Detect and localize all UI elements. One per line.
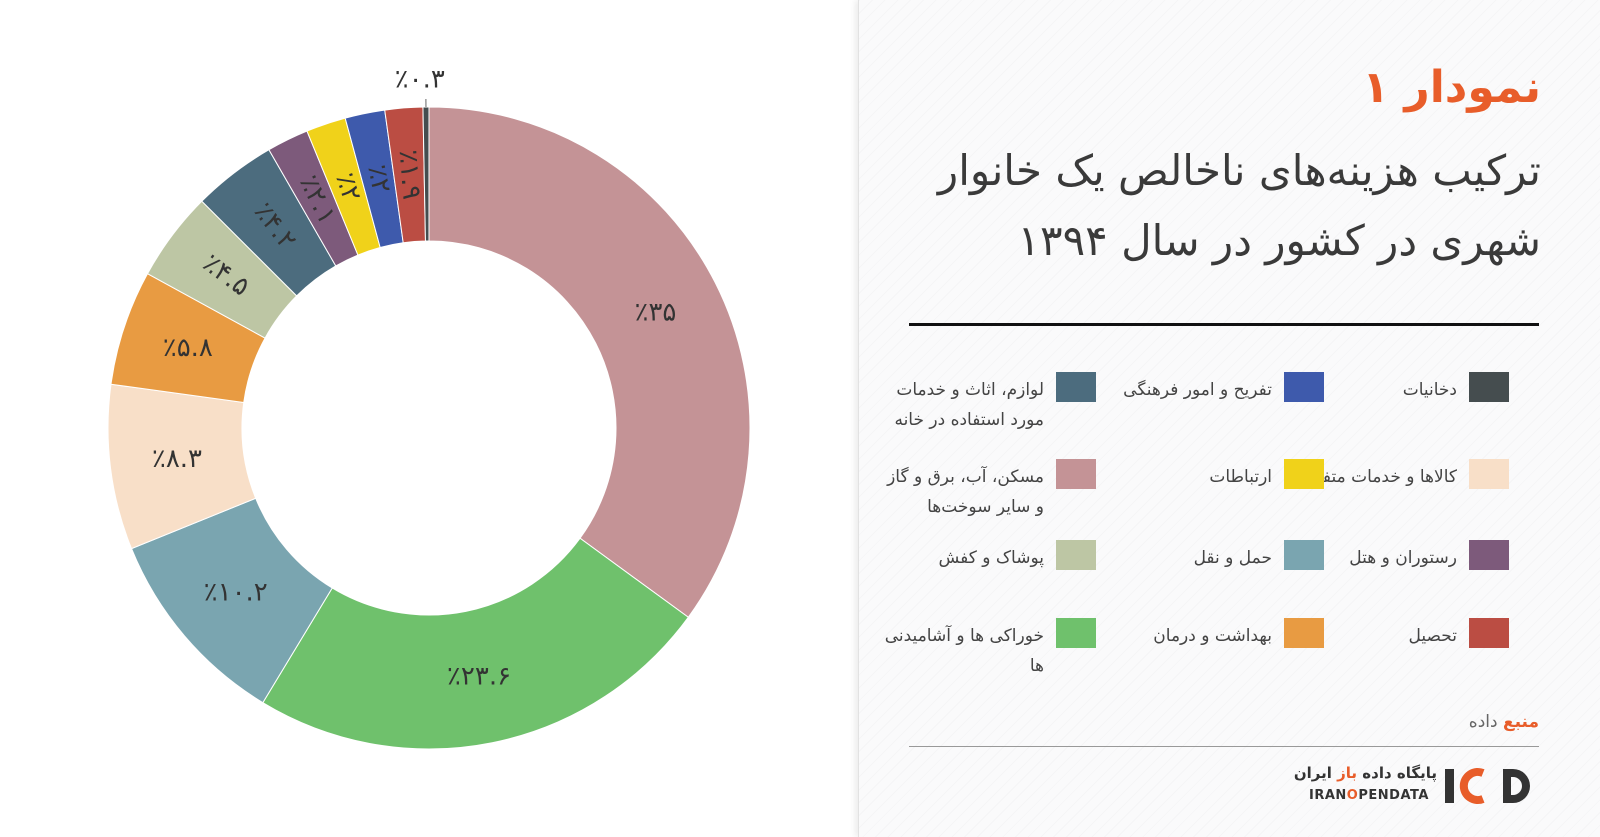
legend-swatch [1469,540,1509,570]
legend-swatch [1284,618,1324,648]
side-panel: نمودار ۱ ترکیب هزینه‌های ناخالص یک خانوا… [858,0,1600,837]
chart-number: نمودار ۱ [1362,62,1541,113]
chart-area: ٪۳۵ ٪۲۳.۶ ٪۱۰.۲ ٪۸.۳ ٪۵.۸ ٪۴.۵ ٪۴.۲ ٪۲.۱ ٪۲ ٪۲ ٪۱.… [107,64,751,750]
slice-label-3: ٪۱۰.۲ [204,577,268,607]
slice-label-5: ٪۵.۸ [163,333,213,363]
legend-label: خوراکی ها و آشامیدنی ها [884,626,1044,676]
legend-item-furnishings: لوازم، اثاث و خدمات مورد استفاده در خانه [874,372,1096,462]
legend-swatch [1284,459,1324,489]
legend-label: بهداشت و درمان [1153,626,1272,646]
legend-item-restaurant: رستوران و هتل [1287,540,1509,630]
legend-item-communication: ارتباطات [1102,459,1324,549]
legend-label: لوازم، اثاث و خدمات مورد استفاده در خانه [894,380,1044,430]
iod-logo: پایگاه داده باز ایران IRANOPENDATA [1293,762,1539,810]
legend-swatch [1056,372,1096,402]
legend-item-misc-goods: کالاها و خدمات متفرقه [1287,459,1509,549]
legend-item-tobacco: دخانیات [1287,372,1509,462]
legend-item-food: خوراکی ها و آشامیدنی ها [874,618,1096,708]
legend-label: تحصیل [1408,626,1457,646]
slice-label-11: ٪۱.۹ [393,149,427,201]
legend-label: کالاها و خدمات متفرقه [1296,467,1457,487]
legend-item-housing: مسکن، آب، برق و گاز و سایر سوخت‌ها [874,459,1096,549]
legend-swatch [1056,618,1096,648]
iod-logo-mark-icon [1445,768,1530,804]
legend-item-transport: حمل و نقل [1102,540,1324,630]
legend-item-recreation: تفریح و امور فرهنگی [1102,372,1324,462]
legend-swatch [1284,372,1324,402]
source-link[interactable]: منبع داده [1469,712,1539,732]
legend-label: رستوران و هتل [1349,548,1457,568]
donut-slice-1 [428,106,751,618]
legend-label: مسکن، آب، برق و گاز و سایر سوخت‌ها [887,467,1044,517]
source-divider [909,746,1539,747]
legend-label: حمل و نقل [1193,548,1272,568]
source-label: منبع [1502,712,1539,732]
legend-swatch [1284,540,1324,570]
legend-item-education: تحصیل [1287,618,1509,708]
donut-slice-2 [262,537,689,750]
chart-title: ترکیب هزینه‌های ناخالص یک خانوار شهری در… [937,146,1541,265]
donut-chart: ٪۳۵٪۲۳.۶٪۱۰.۲٪۸.۳٪۵.۸٪۴.۵٪۴.۲٪۲.۱٪۲٪۲٪۱.… [107,65,751,750]
logo-english-text: IRANOPENDATA [1309,788,1429,803]
legend-label: دخانیات [1402,380,1457,400]
legend-swatch [1469,372,1509,402]
legend-swatch [1056,540,1096,570]
legend-swatch [1056,459,1096,489]
slice-label-1: ٪۳۵ [634,297,676,327]
title-divider [909,323,1539,326]
legend-swatch [1469,459,1509,489]
legend-label: پوشاک و کفش [938,548,1044,568]
slice-label-12: ٪۰.۳ [395,65,445,95]
logo-persian-text: پایگاه داده باز ایران [1293,764,1437,782]
slice-label-2: ٪۲۳.۶ [447,662,511,692]
legend-swatch [1469,618,1509,648]
slice-label-10: ٪۲ [361,162,396,195]
donut-slice-12 [422,106,430,242]
legend-item-clothing: پوشاک و کفش [874,540,1096,630]
legend-item-health: بهداشت و درمان [1102,618,1324,708]
slice-label-4: ٪۸.۳ [152,444,202,474]
source-data-label: داده [1468,712,1498,732]
legend-label: ارتباطات [1209,467,1272,487]
legend-label: تفریح و امور فرهنگی [1123,380,1272,400]
